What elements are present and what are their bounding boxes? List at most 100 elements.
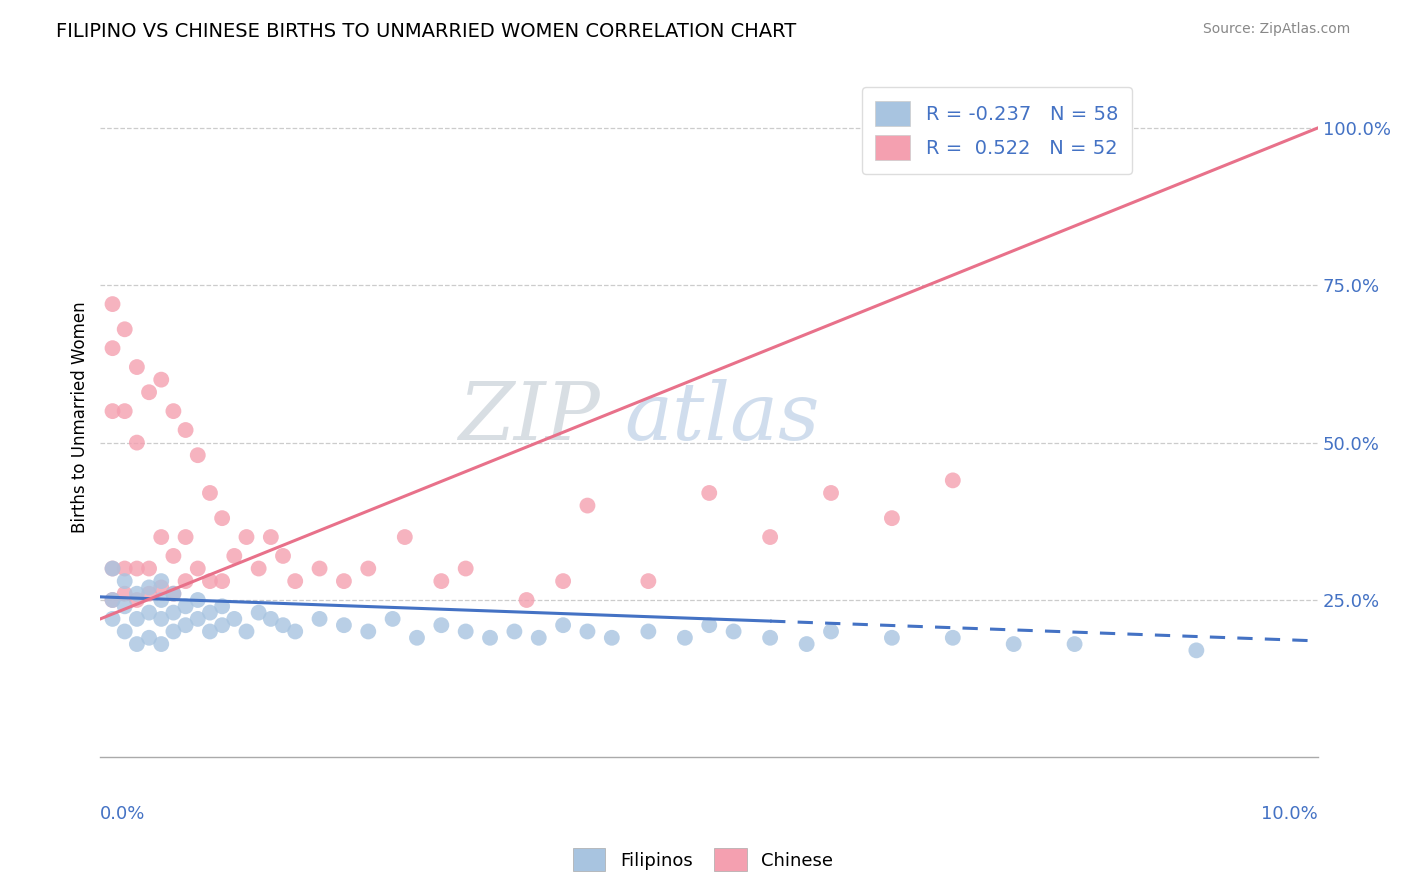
Point bbox=[114, 322, 136, 336]
Point bbox=[101, 561, 124, 575]
Point bbox=[138, 631, 160, 645]
Point bbox=[198, 606, 221, 620]
Point bbox=[271, 618, 294, 632]
Point bbox=[114, 404, 136, 418]
Point bbox=[284, 624, 307, 639]
Point bbox=[150, 593, 173, 607]
Point bbox=[235, 530, 257, 544]
Point bbox=[174, 530, 197, 544]
Point bbox=[150, 581, 173, 595]
Point bbox=[138, 385, 160, 400]
Point bbox=[576, 499, 599, 513]
Point bbox=[198, 486, 221, 500]
Point bbox=[174, 574, 197, 588]
Point bbox=[138, 606, 160, 620]
Point bbox=[271, 549, 294, 563]
Point bbox=[187, 561, 209, 575]
Point bbox=[101, 593, 124, 607]
Point bbox=[454, 561, 477, 575]
Point bbox=[125, 435, 148, 450]
Point bbox=[162, 404, 184, 418]
Legend: R = -0.237   N = 58, R =  0.522   N = 52: R = -0.237 N = 58, R = 0.522 N = 52 bbox=[862, 87, 1132, 174]
Point bbox=[187, 612, 209, 626]
Point bbox=[211, 511, 233, 525]
Point bbox=[224, 612, 246, 626]
Point bbox=[162, 624, 184, 639]
Point bbox=[880, 631, 903, 645]
Point bbox=[759, 530, 782, 544]
Point bbox=[150, 373, 173, 387]
Point bbox=[114, 587, 136, 601]
Point bbox=[260, 530, 283, 544]
Point bbox=[114, 599, 136, 614]
Point bbox=[138, 587, 160, 601]
Point bbox=[198, 624, 221, 639]
Point bbox=[308, 561, 330, 575]
Point bbox=[174, 423, 197, 437]
Text: FILIPINO VS CHINESE BIRTHS TO UNMARRIED WOMEN CORRELATION CHART: FILIPINO VS CHINESE BIRTHS TO UNMARRIED … bbox=[56, 22, 796, 41]
Point bbox=[333, 574, 356, 588]
Point bbox=[187, 448, 209, 462]
Point bbox=[101, 612, 124, 626]
Text: 0.0%: 0.0% bbox=[100, 805, 146, 823]
Point bbox=[284, 574, 307, 588]
Point bbox=[394, 530, 416, 544]
Point bbox=[187, 593, 209, 607]
Point bbox=[381, 612, 404, 626]
Point bbox=[162, 587, 184, 601]
Point bbox=[174, 618, 197, 632]
Point bbox=[527, 631, 550, 645]
Point bbox=[247, 561, 270, 575]
Point bbox=[553, 574, 575, 588]
Point bbox=[697, 618, 720, 632]
Point bbox=[125, 359, 148, 374]
Point bbox=[150, 612, 173, 626]
Point bbox=[1063, 637, 1085, 651]
Point bbox=[637, 624, 659, 639]
Point bbox=[162, 606, 184, 620]
Point bbox=[101, 561, 124, 575]
Point bbox=[260, 612, 283, 626]
Point bbox=[101, 593, 124, 607]
Text: atlas: atlas bbox=[624, 379, 820, 456]
Point bbox=[224, 549, 246, 563]
Point bbox=[333, 618, 356, 632]
Point bbox=[235, 624, 257, 639]
Point bbox=[406, 631, 429, 645]
Point bbox=[114, 574, 136, 588]
Point bbox=[162, 587, 184, 601]
Text: 10.0%: 10.0% bbox=[1261, 805, 1319, 823]
Point bbox=[101, 404, 124, 418]
Legend: Filipinos, Chinese: Filipinos, Chinese bbox=[565, 841, 841, 879]
Y-axis label: Births to Unmarried Women: Births to Unmarried Women bbox=[72, 301, 89, 533]
Point bbox=[723, 624, 745, 639]
Point bbox=[247, 606, 270, 620]
Point bbox=[211, 618, 233, 632]
Point bbox=[454, 624, 477, 639]
Point bbox=[125, 612, 148, 626]
Point bbox=[150, 530, 173, 544]
Point bbox=[1002, 637, 1025, 651]
Point bbox=[430, 574, 453, 588]
Point bbox=[637, 574, 659, 588]
Point bbox=[125, 587, 148, 601]
Point bbox=[600, 631, 623, 645]
Point bbox=[162, 549, 184, 563]
Point bbox=[759, 631, 782, 645]
Point bbox=[697, 486, 720, 500]
Point bbox=[576, 624, 599, 639]
Point bbox=[125, 637, 148, 651]
Point bbox=[114, 624, 136, 639]
Point bbox=[357, 561, 380, 575]
Point bbox=[430, 618, 453, 632]
Point bbox=[942, 631, 965, 645]
Point bbox=[820, 624, 842, 639]
Point bbox=[211, 599, 233, 614]
Point bbox=[125, 561, 148, 575]
Point bbox=[1185, 643, 1208, 657]
Point bbox=[114, 561, 136, 575]
Point bbox=[516, 593, 538, 607]
Point bbox=[820, 486, 842, 500]
Point bbox=[101, 297, 124, 311]
Text: ZIP: ZIP bbox=[458, 379, 599, 456]
